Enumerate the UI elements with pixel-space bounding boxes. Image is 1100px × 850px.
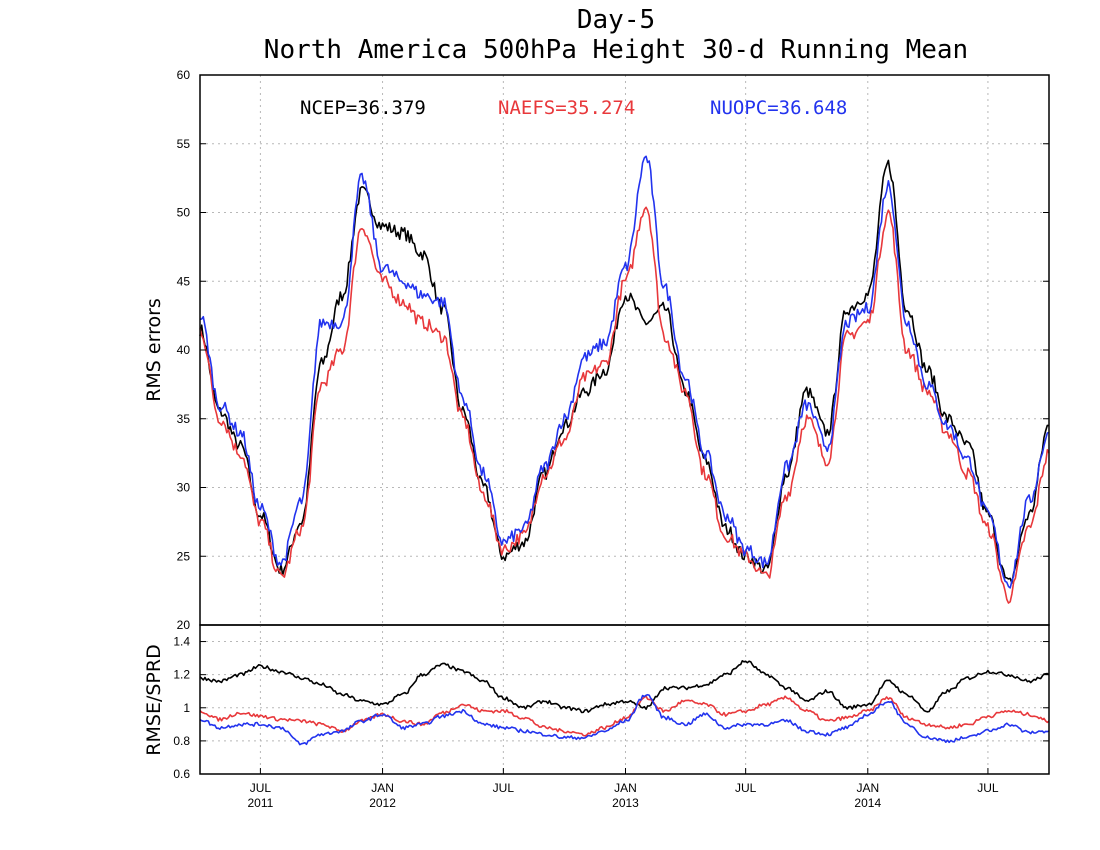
lower-y-tick-label: 0.6 [173, 767, 190, 781]
legend: NCEP=36.379 NAEFS=35.274 NUOPC=36.648 [300, 97, 847, 119]
upper-y-tick-label: 40 [177, 343, 191, 357]
upper-series-lines [199, 155, 1050, 604]
x-tick-year: 2012 [369, 796, 396, 810]
x-tick-month: JUL [735, 781, 757, 795]
legend-nuopc: NUOPC=36.648 [710, 97, 847, 119]
upper-y-ticks: 20 25 30 35 40 45 50 55 60 [177, 68, 1049, 632]
x-tick-year: 2014 [854, 796, 881, 810]
chart-title: North America 500hPa Height 30-d Running… [264, 35, 968, 65]
upper-series-naefs [199, 206, 1050, 604]
lower-y-tick-label: 0.8 [173, 734, 190, 748]
upper-y-tick-label: 45 [177, 274, 191, 288]
upper-y-tick-label: 30 [177, 481, 191, 495]
legend-ncep: NCEP=36.379 [300, 97, 426, 119]
upper-series-ncep [199, 159, 1050, 584]
lower-y-axis-label: RMSE/SPRD [143, 644, 165, 755]
upper-y-tick-label: 55 [177, 137, 191, 151]
lower-panel: 0.6 0.8 1 1.2 1.4 RMSE/SPRD [143, 624, 1050, 781]
lower-y-tick-label: 1.4 [173, 635, 190, 649]
lower-series-lines [199, 659, 1050, 746]
x-tick-year: 2013 [612, 796, 639, 810]
legend-naefs: NAEFS=35.274 [498, 97, 635, 119]
x-tick-year: 2011 [247, 796, 273, 810]
upper-panel: 20 25 30 35 40 45 50 55 60 RMS errors NCEP=36.37… [143, 68, 1050, 632]
lower-y-tick-label: 1.2 [173, 668, 190, 682]
upper-y-tick-label: 20 [177, 618, 191, 632]
lower-panel-frame [199, 624, 1050, 775]
x-tick-month: JAN [614, 781, 637, 795]
lower-y-ticks: 0.6 0.8 1 1.2 1.4 [173, 635, 1049, 781]
lower-series-ncep [199, 659, 1050, 714]
lower-grid [200, 625, 1049, 774]
upper-grid [200, 75, 1049, 625]
x-tick-month: JAN [856, 781, 879, 795]
x-tick-month: JUL [493, 781, 515, 795]
upper-y-tick-label: 25 [177, 549, 191, 563]
lower-series-nuopc [199, 693, 1050, 746]
upper-series-nuopc [199, 155, 1050, 589]
upper-y-tick-label: 60 [177, 68, 191, 82]
x-tick-month: JUL [250, 781, 272, 795]
x-tick-month: JAN [371, 781, 394, 795]
upper-y-axis-label: RMS errors [143, 298, 165, 402]
upper-y-tick-label: 35 [177, 412, 191, 426]
upper-y-tick-label: 50 [177, 206, 191, 220]
x-tick-month: JUL [977, 781, 999, 795]
chart-title-day: Day-5 [577, 5, 655, 35]
lower-y-tick-label: 1 [183, 701, 190, 715]
